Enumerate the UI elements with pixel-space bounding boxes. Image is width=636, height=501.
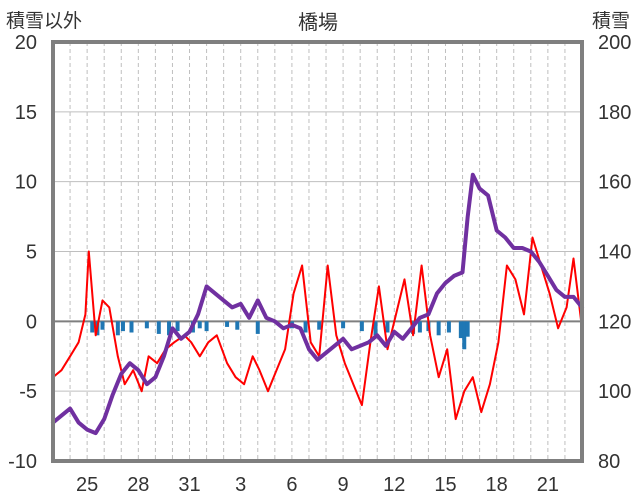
chart-title: 橋場: [298, 12, 338, 34]
right-tick-label: 120: [598, 311, 631, 333]
x-tick-label: 15: [434, 474, 456, 496]
right-tick-label: 200: [598, 32, 631, 54]
bar-mark: [341, 321, 346, 329]
plot-frame: [51, 40, 584, 463]
bar-mark: [465, 321, 470, 337]
bar-mark: [156, 321, 161, 334]
left-tick-label: 0: [26, 311, 37, 333]
bar-mark: [462, 321, 467, 350]
left-axis-label: 積雪以外: [6, 10, 83, 32]
bar-mark: [235, 321, 240, 330]
x-tick-label: 21: [537, 474, 559, 496]
bar-mark: [446, 321, 451, 333]
bar-mark: [115, 321, 120, 336]
bar-mark: [100, 321, 105, 330]
x-tick-label: 3: [235, 474, 246, 496]
x-tick-label: 9: [338, 474, 349, 496]
left-tick-label: -10: [8, 451, 37, 473]
x-tick-label: 25: [76, 474, 98, 496]
bar-mark: [204, 321, 209, 332]
x-tick-label: 28: [127, 474, 149, 496]
bar-mark: [255, 321, 260, 334]
bar-mark: [120, 321, 125, 332]
right-tick-label: 160: [598, 172, 631, 194]
x-tick-label: 18: [486, 474, 508, 496]
bar-mark: [417, 321, 422, 333]
bar-mark: [225, 321, 230, 327]
right-tick-label: 180: [598, 102, 631, 124]
bar-mark: [359, 321, 364, 332]
right-tick-label: 100: [598, 381, 631, 403]
bar-mark: [90, 321, 95, 333]
bar-mark: [303, 321, 308, 333]
x-tick-label: 6: [286, 474, 297, 496]
bar-mark: [373, 321, 378, 336]
bar-mark: [144, 321, 149, 329]
bar-mark: [385, 321, 390, 333]
snow-depth-line: [51, 172, 584, 436]
other-line: [52, 236, 583, 421]
left-tick-label: 15: [15, 102, 37, 124]
left-tick-label: -5: [19, 381, 37, 403]
right-tick-label: 140: [598, 242, 631, 264]
x-tick-label: 31: [178, 474, 200, 496]
bar-mark: [458, 321, 463, 339]
bar-mark: [167, 321, 172, 336]
bar-mark: [175, 321, 180, 332]
right-tick-label: 80: [598, 451, 620, 473]
bar-mark: [317, 321, 322, 330]
bar-mark: [129, 321, 134, 333]
left-tick-label: 20: [15, 32, 37, 54]
bar-mark: [436, 321, 441, 336]
x-tick-label: 12: [383, 474, 405, 496]
bar-mark: [197, 321, 202, 329]
left-tick-label: 10: [15, 172, 37, 194]
left-tick-label: 5: [26, 242, 37, 264]
right-axis-label: 積雪: [591, 10, 630, 32]
